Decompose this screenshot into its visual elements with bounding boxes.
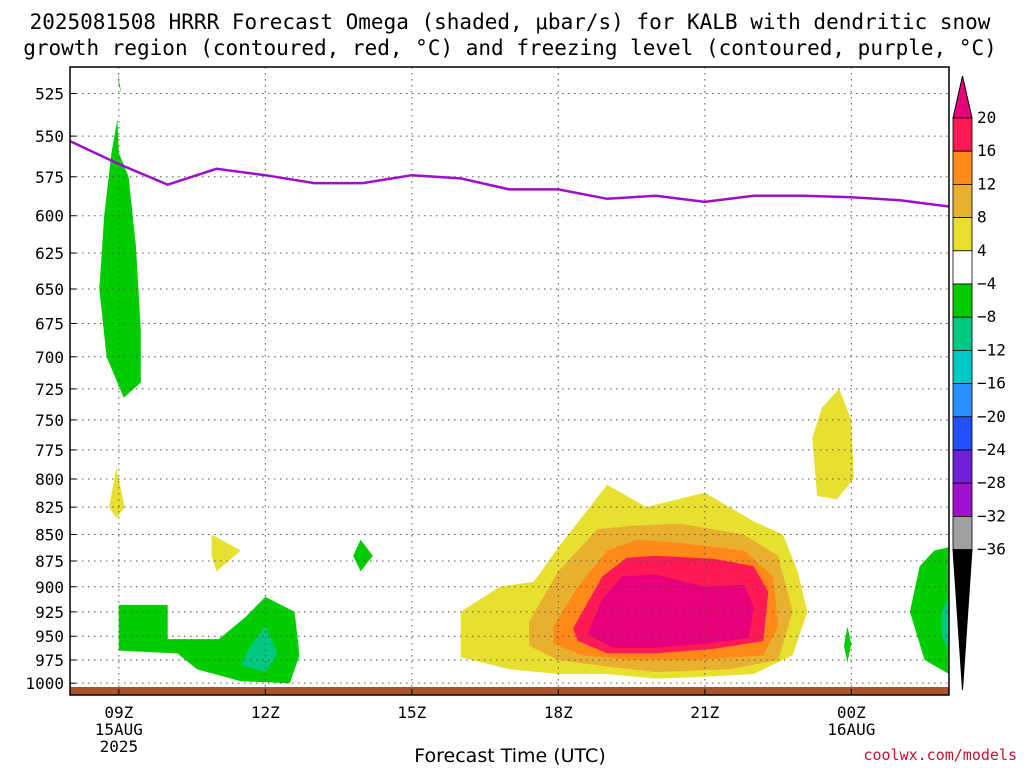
- colorbar-label-8: −16: [977, 374, 1006, 393]
- colorbar-label-7: −12: [977, 340, 1006, 359]
- y-tick-label-9: 750: [35, 411, 64, 430]
- x-tick-label-4-0: 21Z: [690, 703, 719, 722]
- plot-frame: [69, 66, 950, 696]
- y-tick-label-17: 950: [35, 627, 64, 646]
- omega-region-0: [117, 70, 122, 94]
- colorbar-band-11: [952, 482, 973, 517]
- x-tick-label-5-1: 16AUG: [827, 720, 875, 739]
- colorbar-label-4: 4: [977, 241, 987, 260]
- x-tick-label-0-0: 09Z: [104, 703, 133, 722]
- colorbar-band-0: [952, 117, 973, 152]
- omega-region-12: [812, 388, 854, 500]
- y-tick-label-14: 875: [35, 552, 64, 571]
- colorbar: 20 16 12 8 4 −4 −8 −12 −16 −20 −24 −28 −32 −36: [952, 75, 1006, 691]
- y-tick-label-12: 825: [35, 498, 64, 517]
- y-tick-label-13: 850: [35, 525, 64, 544]
- colorbar-band-4: [952, 250, 973, 285]
- omega-region-15: [941, 596, 949, 651]
- title-line-2: growth region (contoured, red, °C) and f…: [23, 36, 997, 60]
- freezing-level-line: [70, 139, 949, 208]
- x-tick-label-0-2: 2025: [100, 737, 139, 756]
- x-tick-label-1-0: 12Z: [251, 703, 280, 722]
- x-tick-label-2-0: 15Z: [397, 703, 426, 722]
- y-tick-label-11: 800: [35, 470, 64, 489]
- y-tick-label-10: 775: [35, 441, 64, 460]
- colorbar-label-3: 8: [977, 208, 987, 227]
- credit-text: coolwx.com/models: [863, 746, 1017, 764]
- colorbar-label-2: 12: [977, 174, 996, 193]
- x-axis-label: Forecast Time (UTC): [414, 745, 605, 767]
- x-tick-label-0-1: 15AUG: [95, 720, 143, 739]
- x-tick-label-5-0: 00Z: [837, 703, 866, 722]
- colorbar-top-arrow: [952, 75, 973, 119]
- colorbar-band-2: [952, 183, 973, 218]
- y-tick-label-16: 925: [35, 603, 64, 622]
- colorbar-label-9: −20: [977, 407, 1006, 426]
- omega-region-14: [909, 547, 949, 674]
- y-tick-label-2: 575: [35, 168, 64, 187]
- omega-region-3: [211, 534, 241, 572]
- omega-region-13: [844, 626, 852, 663]
- y-tick-label-8: 725: [35, 380, 64, 399]
- chart-title: 2025081508 HRRR Forecast Omega (shaded, …: [23, 10, 997, 60]
- colorbar-band-5: [952, 283, 973, 318]
- omega-region-5: [240, 626, 278, 673]
- y-axis-ticks: 525 550 575 600 625 650 675 700 725 750 775 800 825 8…: [25, 85, 76, 693]
- x-tick-label-3-0: 18Z: [544, 703, 573, 722]
- omega-shaded-regions: [99, 70, 949, 684]
- title-line-1: 2025081508 HRRR Forecast Omega (shaded, …: [30, 10, 991, 34]
- y-tick-label-18: 975: [35, 651, 64, 670]
- colorbar-bottom-arrow: [952, 549, 973, 691]
- y-tick-label-5: 650: [35, 280, 64, 299]
- y-tick-label-19: 1000: [25, 674, 64, 693]
- omega-region-1: [99, 119, 141, 398]
- colorbar-band-8: [952, 383, 973, 418]
- colorbar-band-7: [952, 349, 973, 384]
- colorbar-band-3: [952, 217, 973, 252]
- colorbar-band-1: [952, 150, 973, 185]
- colorbar-band-12: [952, 516, 973, 551]
- omega-region-11: [587, 574, 754, 648]
- y-tick-label-0: 525: [35, 85, 64, 104]
- y-tick-label-6: 675: [35, 315, 64, 334]
- colorbar-label-1: 16: [977, 141, 996, 160]
- y-tick-label-1: 550: [35, 127, 64, 146]
- y-tick-label-15: 900: [35, 578, 64, 597]
- colorbar-label-13: −36: [977, 540, 1006, 559]
- colorbar-label-0: 20: [977, 108, 996, 127]
- colorbar-label-10: −24: [977, 440, 1006, 459]
- colorbar-band-6: [952, 316, 973, 351]
- y-tick-label-4: 625: [35, 244, 64, 263]
- colorbar-label-5: −4: [977, 274, 996, 293]
- colorbar-label-12: −32: [977, 506, 1006, 525]
- colorbar-label-11: −28: [977, 473, 1006, 492]
- y-tick-label-7: 700: [35, 348, 64, 367]
- colorbar-label-6: −8: [977, 307, 996, 326]
- omega-region-2: [109, 467, 125, 519]
- grid-lines: [70, 67, 949, 695]
- omega-region-6: [353, 539, 373, 572]
- colorbar-band-10: [952, 449, 973, 484]
- colorbar-band-9: [952, 416, 973, 451]
- surface-strip: [70, 687, 949, 695]
- y-tick-label-3: 600: [35, 207, 64, 226]
